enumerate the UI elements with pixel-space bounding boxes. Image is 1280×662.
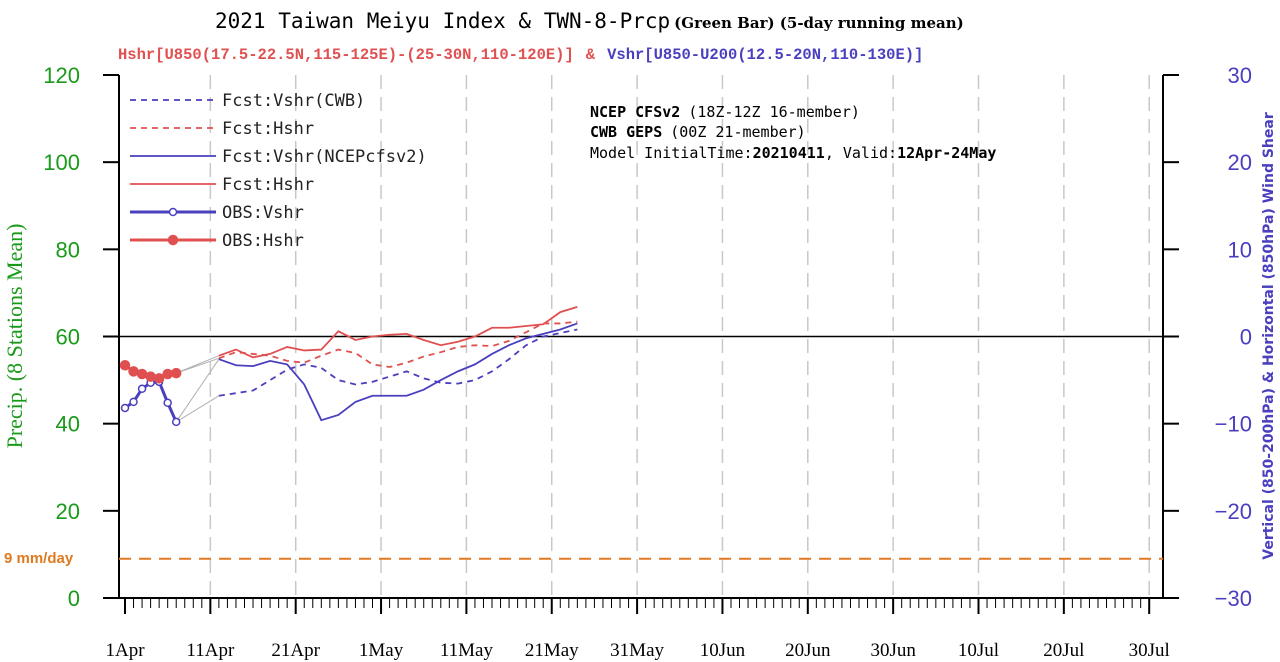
legend-label: Fcst:Vshr(CWB): [222, 91, 365, 111]
legend-marker: [167, 234, 179, 246]
right-y-tick-label: −30: [1215, 586, 1252, 611]
series-5-point: [145, 371, 156, 382]
left-y-tick-label: 0: [68, 586, 80, 611]
left-y-tick-label: 80: [56, 237, 80, 262]
x-tick-label: 1Apr: [105, 640, 145, 661]
left-y-tick-label: 40: [56, 412, 80, 437]
right-y-tick-label: −10: [1215, 412, 1252, 437]
series-4-point: [137, 384, 147, 394]
right-y-tick-label: 0: [1240, 325, 1252, 350]
legend-label: OBS:Vshr: [222, 203, 304, 223]
x-tick-label: 30Jun: [870, 640, 916, 661]
series-4-point: [120, 403, 130, 413]
left-y-tick-label: 60: [56, 325, 80, 350]
x-tick-label: 30Jul: [1129, 640, 1170, 661]
left-y-ticks: 0 20 40 60 80 100 120: [43, 63, 119, 611]
right-y-tick-label: 10: [1228, 237, 1252, 262]
x-tick-label: 10Jun: [700, 640, 746, 661]
series-4-point: [163, 398, 172, 407]
x-tick-label: 10Jul: [958, 640, 999, 661]
series-4-point: [129, 397, 138, 407]
x-tick-label: 11May: [440, 640, 494, 661]
connector-line: [175, 395, 220, 423]
series-5-point: [119, 360, 131, 371]
left-y-tick-label: 20: [56, 499, 80, 524]
obs-forecast-connectors: [175, 355, 220, 423]
right-y-ticks: −30 −20 −10 0 10 20 30: [1163, 63, 1252, 611]
right-y-tick-label: 30: [1228, 63, 1252, 88]
chart-title-main: 2021 Taiwan Meiyu Index & TWN-8-Prcp: [215, 9, 670, 33]
legend-label: Fcst:Hshr: [222, 119, 314, 139]
connector-line: [176, 355, 220, 374]
series-5-point: [128, 366, 139, 377]
chart-subtitle: Hshr[U850(17.5-22.5N,115-125E)-(25-30N,1…: [118, 46, 923, 64]
model-info: NCEP CFSv2 (18Z-12Z 16-member) CWB GEPS (0…: [590, 103, 996, 162]
left-y-tick-label: 100: [43, 150, 80, 175]
subtitle-hshr: Hshr[U850(17.5-22.5N,115-125E)-(25-30N,1…: [118, 46, 574, 64]
subtitle-amp: &: [586, 46, 596, 64]
reference-label: 9 mm/day: [4, 550, 74, 567]
series-0-line: [218, 328, 578, 397]
right-y-tick-label: −20: [1215, 499, 1252, 524]
info-line-3: Model InitialTime:20210411, Valid:12Apr-…: [590, 144, 996, 162]
legend-label: Fcst:Hshr: [222, 175, 314, 195]
series-5-point: [136, 368, 148, 380]
right-y-axis-label: Vertical (850-200hPa) & Horizontal (850h…: [1261, 112, 1277, 560]
legend: Fcst:Vshr(CWB) Fcst:Hshr Fcst:Vshr(NCEPcfs…: [130, 91, 427, 251]
series-group: [119, 306, 578, 427]
series-1-line: [218, 320, 578, 368]
x-tick-label: 20Jun: [785, 640, 831, 661]
left-y-axis-label: Precip. (8 Stations Mean): [2, 224, 27, 449]
legend-label: OBS:Hshr: [222, 231, 304, 251]
chart-title-small: (Green Bar) (5-day running mean): [674, 14, 964, 32]
subtitle-vshr: Vshr[U850-U200(12.5-20N,110-130E)]: [607, 46, 923, 64]
x-tick-label: 20Jul: [1043, 640, 1084, 661]
connector-line: [175, 358, 220, 423]
info-line-2: CWB GEPS (00Z 21-member): [590, 123, 806, 141]
right-y-tick-label: 20: [1228, 150, 1252, 175]
left-y-tick-label: 120: [43, 63, 80, 88]
x-tick-label: 21May: [525, 640, 579, 661]
x-tick-label: 1May: [359, 640, 404, 661]
info-line-1: NCEP CFSv2 (18Z-12Z 16-member): [590, 103, 860, 121]
x-tick-label: 11Apr: [186, 640, 235, 661]
legend-marker: [168, 207, 178, 217]
series-3-line: [218, 306, 578, 359]
series-5-point: [153, 373, 165, 384]
x-tick-label: 21Apr: [271, 640, 320, 661]
x-ticks: 1Apr 11Apr 21Apr 1May 11May 21May 31May 10Jun 20…: [105, 598, 1170, 661]
x-tick-label: 31May: [610, 640, 664, 661]
series-4-point: [171, 417, 181, 427]
chart-title: 2021 Taiwan Meiyu Index & TWN-8-Prcp (Gre…: [215, 9, 964, 33]
series-5-point: [162, 368, 173, 380]
series-5-point: [170, 367, 182, 379]
legend-label: Fcst:Vshr(NCEPcfsv2): [222, 147, 427, 167]
series-2-line: [218, 322, 578, 422]
